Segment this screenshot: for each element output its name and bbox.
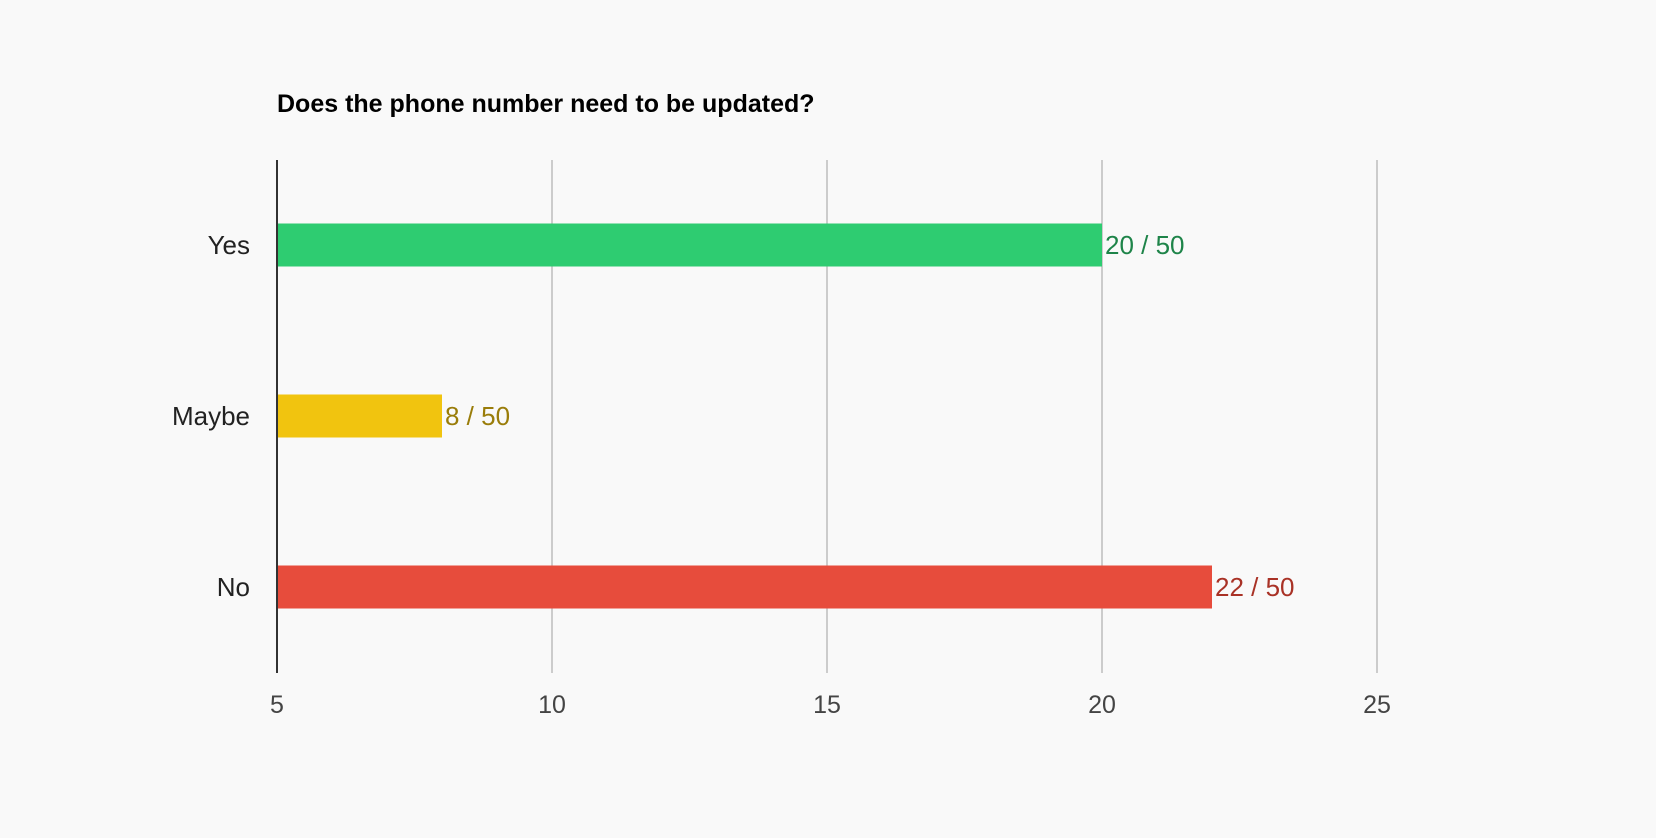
x-tick-label: 20 — [1088, 691, 1116, 719]
bar-maybe — [277, 394, 442, 438]
data-label: 22 / 50 — [1215, 572, 1295, 602]
bars — [277, 223, 1212, 609]
category-label: Yes — [208, 230, 250, 260]
x-tick-label: 25 — [1363, 691, 1391, 719]
data-label: 8 / 50 — [445, 401, 510, 431]
chart-title: Does the phone number need to be updated… — [277, 90, 815, 118]
labels: 5 10 15 20 25 Yes 20 / 50 Maybe 8 / 50 No 22 / 50 — [172, 230, 1391, 719]
bar-yes — [277, 223, 1102, 267]
data-label: 20 / 50 — [1105, 230, 1185, 260]
bar-no — [277, 565, 1212, 609]
category-label: No — [217, 572, 250, 602]
x-tick-label: 10 — [538, 691, 566, 719]
category-label: Maybe — [172, 401, 250, 431]
x-tick-label: 15 — [813, 691, 841, 719]
x-tick-label: 5 — [270, 691, 284, 719]
